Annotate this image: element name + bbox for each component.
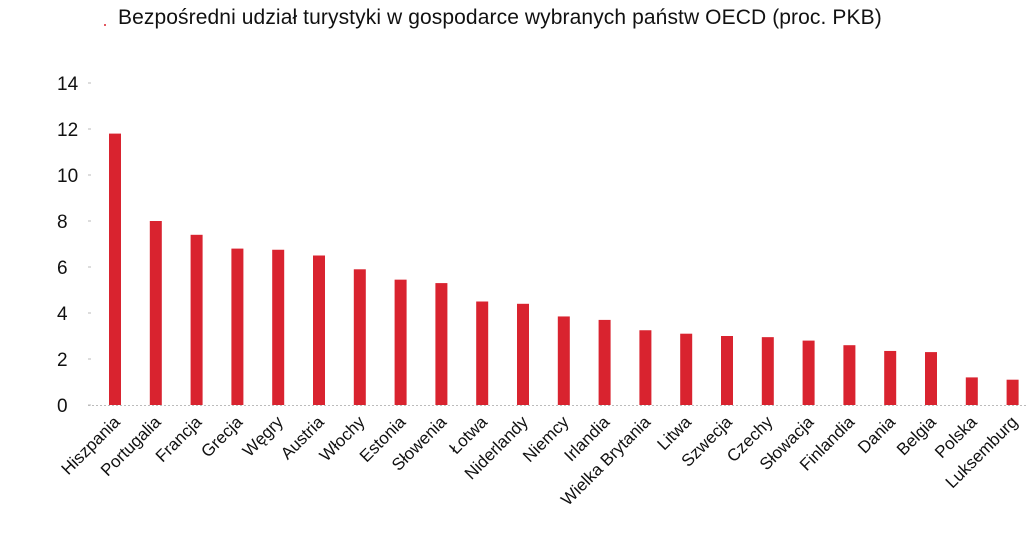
y-tick-label: 4 xyxy=(57,304,68,325)
bar xyxy=(517,303,529,405)
bar xyxy=(884,350,897,405)
y-tick-label: 2 xyxy=(57,350,68,371)
bar xyxy=(109,133,121,405)
bar xyxy=(598,319,611,405)
bar xyxy=(557,316,570,405)
y-tick-label: 6 xyxy=(57,258,68,279)
y-axis: 0 2 4 6 8 10 12 14 xyxy=(57,74,91,417)
bar xyxy=(476,301,489,405)
bar xyxy=(313,255,325,405)
bar xyxy=(1006,379,1019,405)
bar xyxy=(231,248,244,405)
x-tick-label: Grecja xyxy=(197,412,246,461)
bar xyxy=(353,269,366,405)
bar xyxy=(190,234,203,405)
bar xyxy=(925,352,937,405)
bar xyxy=(149,221,162,405)
bar xyxy=(394,279,407,405)
y-tick-label: 10 xyxy=(57,166,78,187)
bars xyxy=(109,133,1019,405)
x-tick-label: Francja xyxy=(152,412,206,466)
y-tick-label: 8 xyxy=(57,212,68,233)
y-tick-label: 14 xyxy=(57,74,79,95)
bar xyxy=(965,377,978,405)
title-marker xyxy=(104,24,106,26)
bar xyxy=(761,337,774,405)
chart-title: Bezpośredni udział turystyki w gospodarc… xyxy=(118,6,882,29)
bar xyxy=(802,340,815,405)
bar xyxy=(843,345,856,405)
bar xyxy=(435,283,448,405)
category-labels: HiszpaniaPortugaliaFrancjaGrecjaWęgryAus… xyxy=(58,412,1022,509)
x-tick-label: Dania xyxy=(854,412,899,457)
bar xyxy=(272,249,285,405)
bar xyxy=(639,330,652,405)
y-tick-label: 0 xyxy=(57,396,68,417)
y-tick-label: 12 xyxy=(57,120,78,141)
x-tick-label: Niemcy xyxy=(519,412,573,466)
bar xyxy=(721,336,733,405)
x-tick-label: Belgia xyxy=(893,412,940,459)
bar xyxy=(680,333,693,405)
